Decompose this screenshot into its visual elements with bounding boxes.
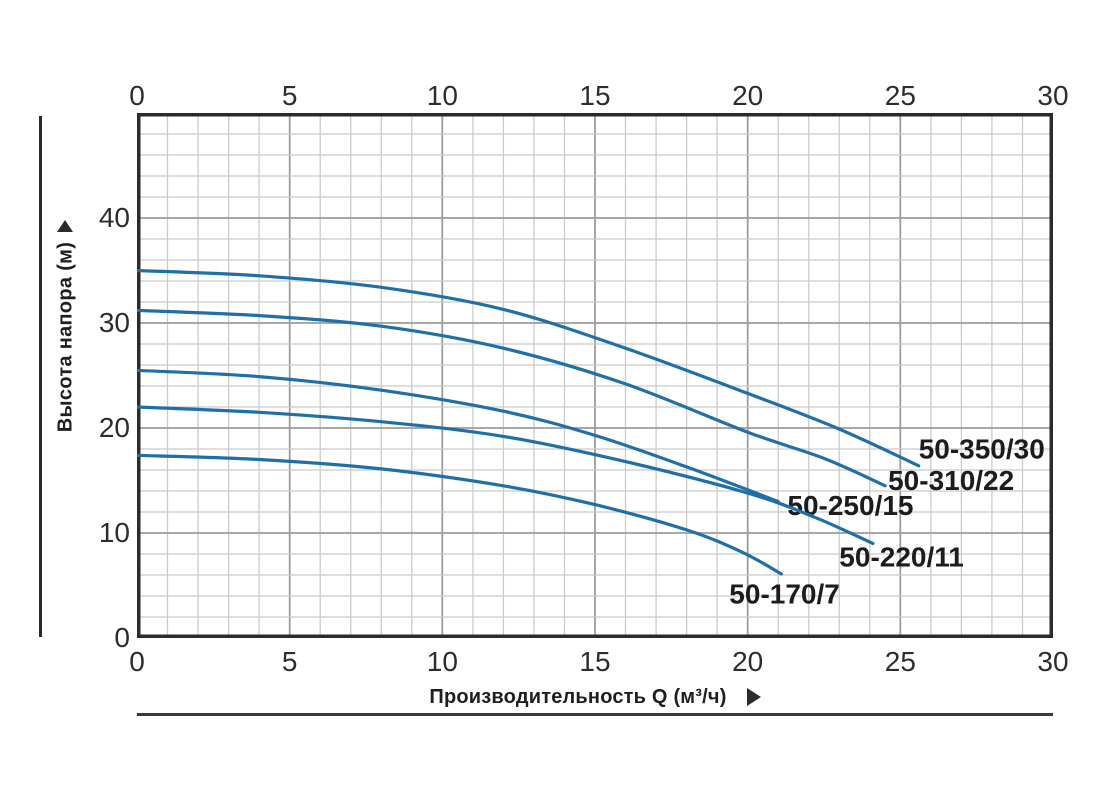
x-tick-top-5: 5 [281, 80, 298, 111]
x-tick-bottom-20: 20 [732, 646, 764, 677]
x-axis-title: Производительность Q (м³/ч) [429, 685, 727, 708]
x-tick-bottom-15: 15 [579, 646, 611, 677]
y-tick-30: 30 [98, 307, 130, 338]
x-tick-top-25: 25 [884, 80, 916, 111]
x-tick-top-0: 0 [129, 80, 145, 111]
y-tick-40: 40 [98, 202, 130, 233]
curve-label-50-170/7: 50-170/7 [729, 578, 840, 609]
x-tick-bottom-30: 30 [1037, 646, 1069, 677]
up-arrow-icon [57, 220, 73, 232]
x-tick-top-15: 15 [579, 80, 611, 111]
plot-border [137, 113, 1053, 638]
x-tick-top-20: 20 [732, 80, 764, 111]
y-axis-rule [39, 116, 42, 637]
pump-curve-50-350/30 [137, 268, 921, 468]
pump-curve-50-170/7 [137, 453, 783, 576]
y-tick-20: 20 [98, 412, 130, 443]
x-tick-bottom-0: 0 [129, 646, 145, 677]
x-tick-bottom-5: 5 [281, 646, 298, 677]
y-tick-10: 10 [98, 517, 130, 548]
pump-curve-50-220/11 [137, 405, 875, 546]
y-axis-title: Высота напора (м) [54, 241, 77, 433]
pump-curve-50-310/22 [137, 308, 887, 488]
x-tick-top-30: 30 [1037, 80, 1069, 111]
x-tick-bottom-10: 10 [426, 646, 458, 677]
y-tick-0: 0 [114, 622, 130, 653]
x-axis-rule [137, 713, 1053, 716]
pump-curve-50-250/15 [137, 368, 780, 504]
curve-label-50-250/15: 50-250/15 [787, 490, 913, 521]
curve-label-50-310/22: 50-310/22 [888, 465, 1014, 496]
curve-label-50-220/11: 50-220/11 [839, 542, 964, 573]
x-axis-title-row: Производительность Q (м³/ч) [137, 684, 1053, 710]
x-tick-bottom-25: 25 [884, 646, 916, 677]
curve-label-50-350/30: 50-350/30 [919, 433, 1045, 464]
right-arrow-icon [746, 688, 761, 706]
x-tick-top-10: 10 [426, 80, 458, 111]
